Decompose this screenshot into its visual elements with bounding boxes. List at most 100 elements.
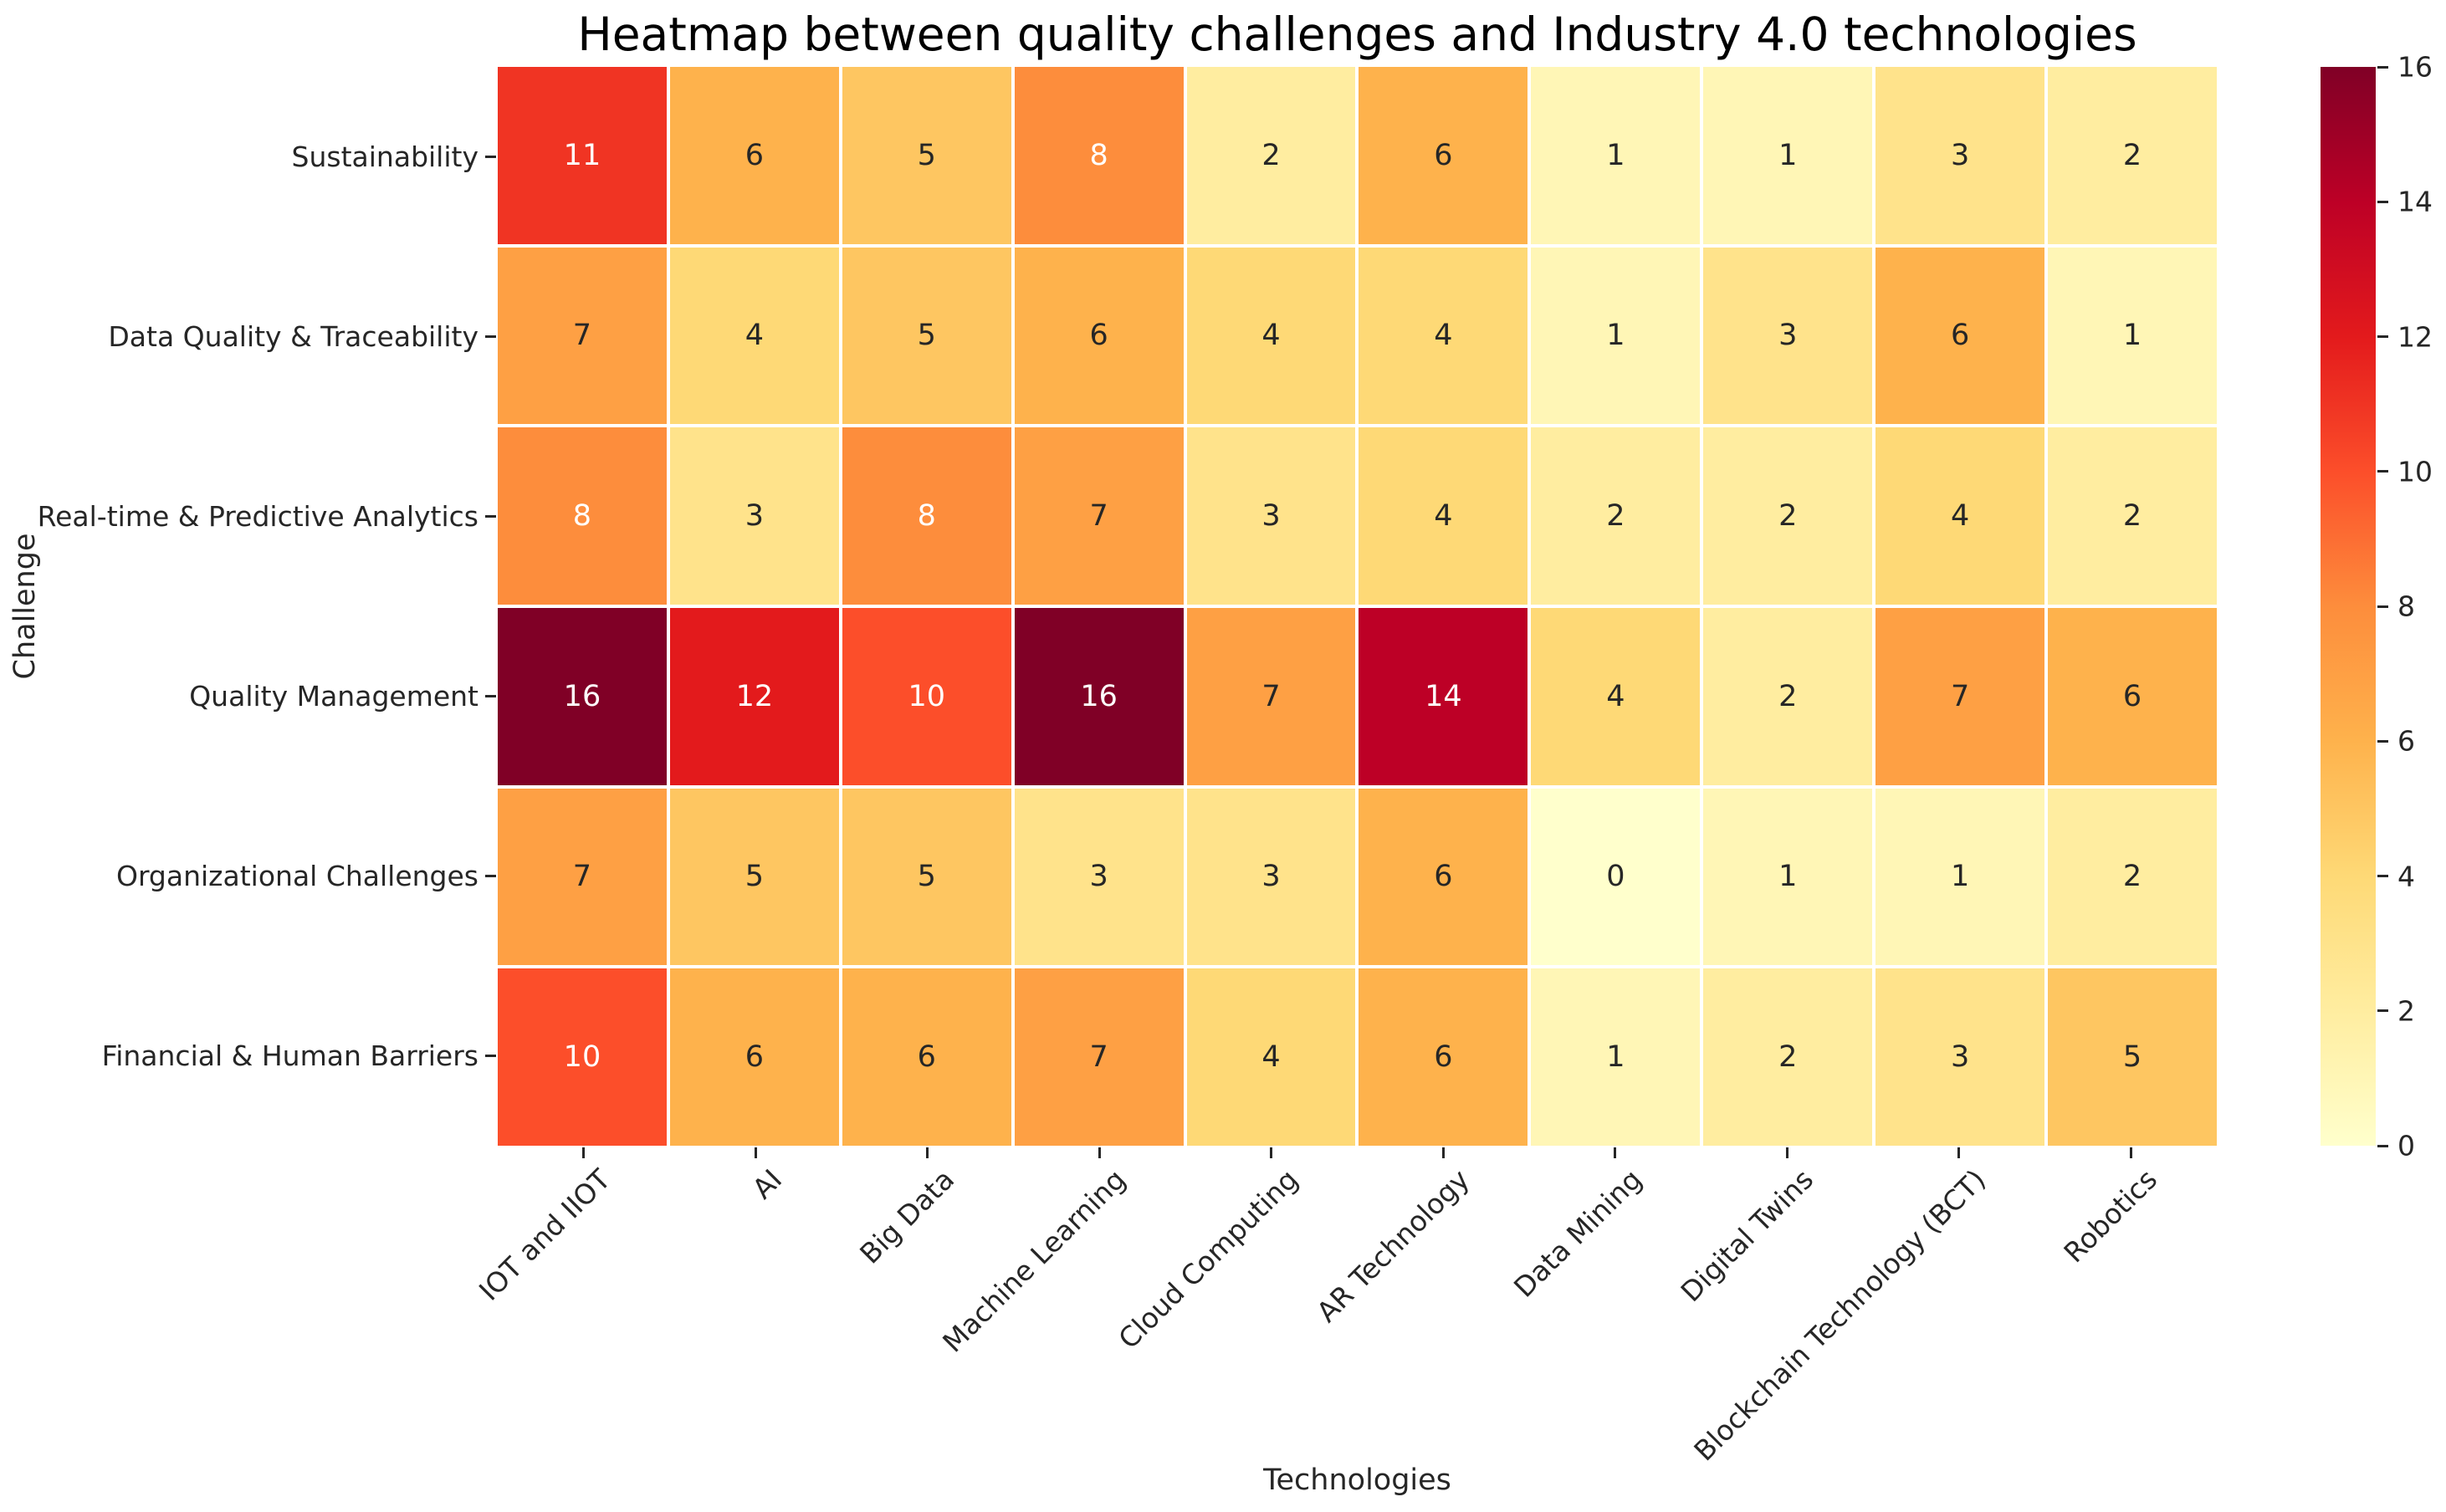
cell-value: 7: [1089, 1040, 1108, 1075]
heatmap-cell: 3: [1875, 968, 2045, 1146]
heatmap-cell: 2: [1531, 427, 1701, 605]
cell-value: 10: [563, 1040, 601, 1075]
x-tick-label: Big Data: [852, 1162, 960, 1270]
y-tick-mark: [485, 695, 496, 697]
colorbar-tick-mark: [2377, 739, 2388, 743]
cell-value: 4: [1261, 319, 1281, 353]
heatmap-cell: 16: [498, 608, 667, 785]
y-tick-label: Real-time & Predictive Analytics: [37, 499, 478, 533]
cell-value: 11: [563, 138, 601, 172]
heatmap-cell: 10: [498, 968, 667, 1146]
cell-value: 6: [1434, 138, 1453, 172]
cell-value: 2: [1606, 499, 1625, 534]
heatmap-cell: 0: [1531, 788, 1701, 966]
colorbar-tick-mark: [2377, 1009, 2388, 1013]
cell-value: 4: [1434, 319, 1453, 353]
heatmap-cell: 6: [1875, 247, 2045, 425]
y-tick-mark: [485, 875, 496, 877]
heatmap-cell: 4: [1359, 247, 1528, 425]
cell-value: 8: [917, 499, 936, 534]
heatmap-cell: 6: [669, 968, 839, 1146]
cell-value: 3: [745, 499, 764, 534]
heatmap-cell: 12: [669, 608, 839, 785]
cell-value: 2: [1778, 499, 1798, 534]
x-tick-label: AI: [745, 1162, 789, 1206]
heatmap-cell: 7: [1186, 608, 1356, 785]
y-tick-label: Financial & Human Barriers: [101, 1039, 478, 1072]
heatmap-cell: 7: [498, 788, 667, 966]
cell-value: 6: [1434, 1040, 1453, 1075]
cell-value: 0: [1606, 860, 1625, 894]
x-tick-label: Machine Learning: [936, 1162, 1133, 1359]
x-tick-label: Blockchain Technology (BCT): [1687, 1162, 1992, 1468]
heatmap-cell: 8: [498, 427, 667, 605]
cell-value: 7: [1951, 679, 1970, 713]
cell-value: 3: [1261, 499, 1281, 534]
colorbar-tick-label: 10: [2397, 455, 2433, 488]
colorbar-tick-label: 2: [2397, 994, 2415, 1028]
heatmap-cell: 6: [1359, 968, 1528, 1146]
cell-value: 14: [1425, 679, 1462, 713]
y-tick-label: Sustainability: [291, 140, 478, 173]
heatmap-cell: 5: [842, 67, 1011, 244]
colorbar-tick-mark: [2377, 1144, 2388, 1147]
heatmap-cell: 2: [1703, 427, 1873, 605]
heatmap-cell: 2: [2048, 67, 2217, 244]
cell-value: 3: [1778, 319, 1798, 353]
heatmap-cell: 4: [1359, 427, 1528, 605]
colorbar-tick-mark: [2377, 605, 2388, 608]
heatmap-cell: 6: [1359, 67, 1528, 244]
heatmap-cell: 4: [1186, 247, 1356, 425]
y-tick-mark: [485, 156, 496, 158]
heatmap-cell: 1: [1531, 968, 1701, 1146]
colorbar-tick-mark: [2377, 875, 2388, 877]
cell-value: 4: [745, 319, 764, 353]
cell-value: 6: [2122, 679, 2142, 713]
y-tick-mark: [485, 515, 496, 518]
cell-value: 5: [2122, 1040, 2142, 1075]
cell-value: 2: [1778, 679, 1798, 713]
cell-value: 2: [1778, 1040, 1798, 1075]
heatmap-cell: 2: [2048, 788, 2217, 966]
heatmap-cell: 3: [1875, 67, 2045, 244]
cell-value: 5: [745, 860, 764, 894]
x-tick-label: AR Technology: [1310, 1162, 1476, 1329]
cell-value: 6: [745, 138, 764, 172]
x-tick-mark: [1270, 1147, 1273, 1158]
heatmap-cell: 4: [1186, 968, 1356, 1146]
cell-value: 5: [917, 860, 936, 894]
colorbar-tick-mark: [2377, 335, 2388, 338]
cell-value: 1: [1951, 860, 1970, 894]
cell-value: 7: [572, 860, 592, 894]
cell-value: 3: [1089, 860, 1108, 894]
colorbar-tick-label: 12: [2397, 320, 2433, 353]
colorbar-tick-label: 16: [2397, 50, 2433, 84]
cell-value: 7: [1089, 499, 1108, 534]
heatmap-cell: 7: [498, 247, 667, 425]
cell-value: 1: [2122, 319, 2142, 353]
heatmap-cell: 1: [1875, 788, 2045, 966]
cell-value: 2: [2122, 499, 2142, 534]
cell-value: 4: [1951, 499, 1970, 534]
heatmap-cell: 7: [1014, 968, 1184, 1146]
cell-value: 2: [2122, 860, 2142, 894]
heatmap-cell: 6: [1014, 247, 1184, 425]
cell-value: 6: [1434, 860, 1453, 894]
heatmap-cell: 3: [1703, 247, 1873, 425]
y-tick-label: Organizational Challenges: [115, 859, 478, 892]
cell-value: 10: [908, 679, 946, 713]
cell-value: 6: [1089, 319, 1108, 353]
cell-value: 1: [1606, 319, 1625, 353]
x-tick-mark: [754, 1147, 757, 1158]
heatmap-cell: 6: [1359, 788, 1528, 966]
heatmap-cell: 1: [1531, 67, 1701, 244]
y-tick-mark: [485, 335, 496, 338]
heatmap-cell: 3: [669, 427, 839, 605]
heatmap-cell: 5: [2048, 968, 2217, 1146]
heatmap-cell: 2: [2048, 427, 2217, 605]
cell-value: 3: [1951, 1040, 1970, 1075]
heatmap-cell: 1: [1703, 788, 1873, 966]
heatmap-cell: 11: [498, 67, 667, 244]
cell-value: 2: [2122, 138, 2142, 172]
colorbar-tick-mark: [2377, 200, 2388, 203]
